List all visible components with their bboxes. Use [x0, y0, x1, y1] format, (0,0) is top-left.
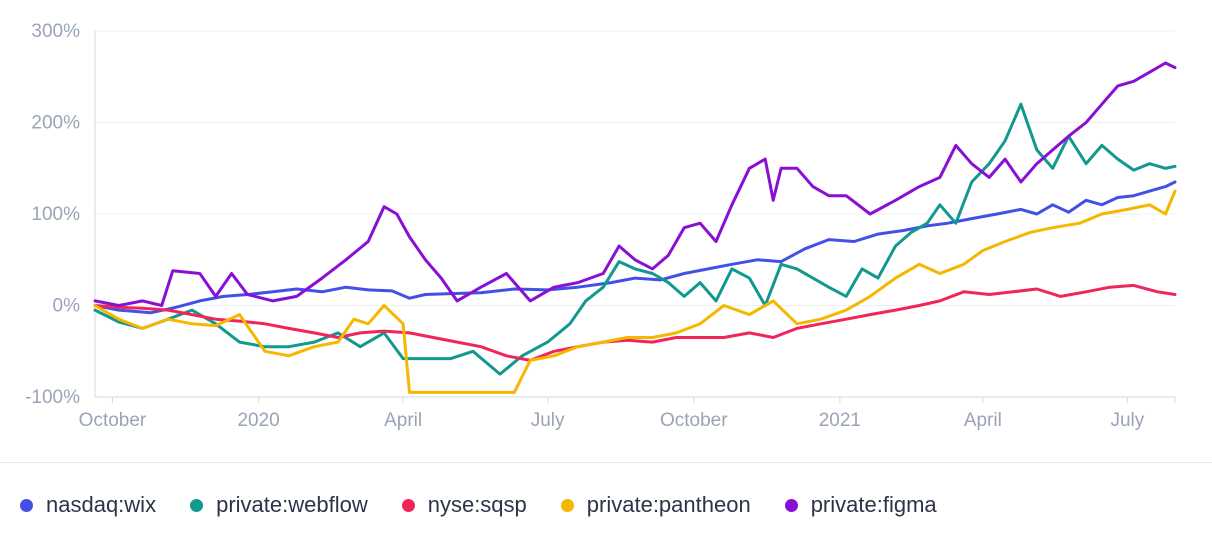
x-tick-label: 2021 — [819, 410, 861, 431]
legend-label: nasdaq:wix — [46, 492, 157, 517]
chart-legend: nasdaq:wix private:webflow nyse:sqsp privat… — [0, 488, 1212, 522]
legend-label: private:pantheon — [586, 492, 751, 517]
legend-item-private-webflow[interactable]: private:webflow — [190, 492, 368, 518]
legend-label: private:figma — [810, 492, 937, 517]
legend-dot-icon — [560, 498, 574, 512]
legend-item-nasdaq-wix[interactable]: nasdaq:wix — [20, 492, 156, 518]
legend-dot-icon — [784, 498, 798, 512]
y-tick-label: 200% — [31, 113, 80, 134]
x-tick-label: October — [660, 410, 728, 431]
y-tick-label: -100% — [25, 387, 80, 408]
x-tick-label: July — [1110, 410, 1144, 431]
line-chart-svg: 300%200%100%0%-100%October 2020 April July O… — [25, 21, 1177, 431]
series-line-nyse-sqsp[interactable] — [93, 283, 1177, 362]
y-tick-label: 100% — [31, 204, 80, 225]
x-tick-label: October — [79, 410, 147, 431]
series-line-private-pantheon[interactable] — [93, 189, 1177, 394]
legend-item-nyse-sqsp[interactable]: nyse:sqsp — [401, 492, 527, 518]
x-tick-label: July — [531, 410, 565, 431]
legend-item-private-figma[interactable]: private:figma — [784, 492, 937, 518]
series-line-private-figma[interactable] — [93, 61, 1177, 307]
legend-dot-icon — [20, 498, 33, 512]
y-tick-label: 300% — [31, 21, 80, 42]
legend-dot-icon — [190, 498, 204, 512]
legend-label: nyse:sqsp — [427, 492, 527, 517]
legend-dot-icon — [401, 498, 415, 512]
x-tick-label: 2020 — [237, 410, 279, 431]
y-tick-label: 0% — [53, 296, 81, 317]
series-lines — [93, 61, 1177, 394]
x-tick-label: April — [964, 410, 1002, 431]
legend-item-private-pantheon[interactable]: private:pantheon — [560, 492, 751, 518]
legend-divider — [0, 462, 1212, 463]
axes: 300%200%100%0%-100%October 2020 April July O… — [25, 21, 1176, 431]
legend-label: private:webflow — [216, 492, 368, 517]
x-tick-label: April — [384, 410, 422, 431]
series-line-nasdaq-wix[interactable] — [93, 180, 1177, 315]
